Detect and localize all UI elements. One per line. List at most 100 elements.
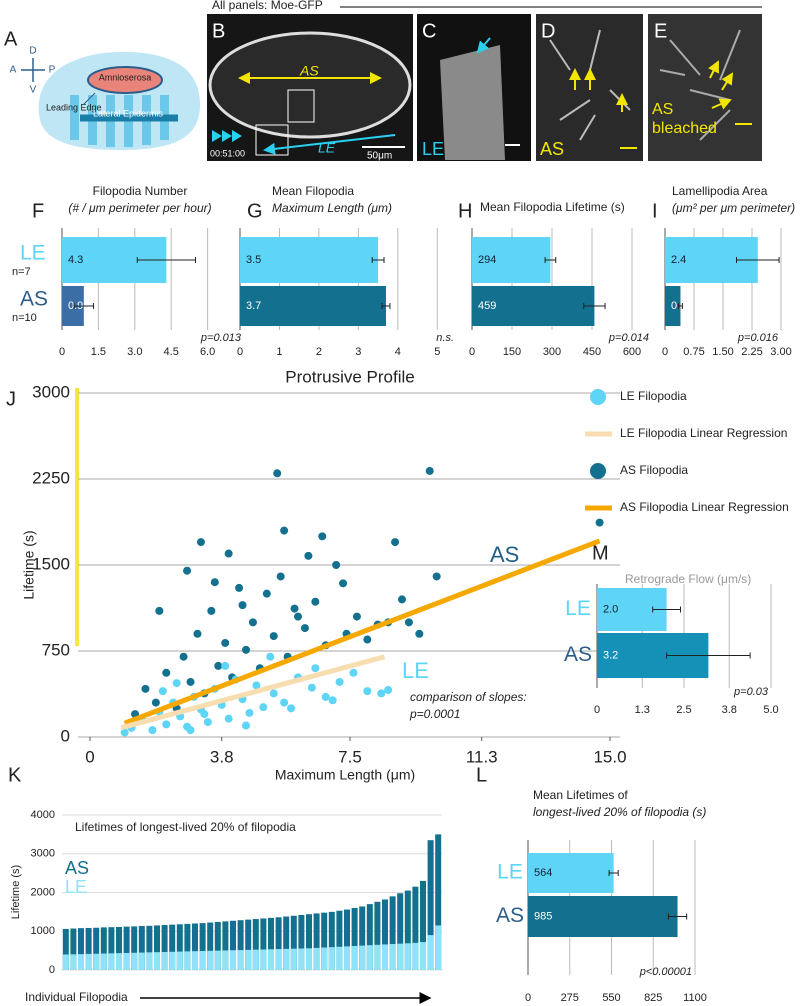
arrowheads [212,130,242,142]
diagram-label: Leading Edge [46,102,102,112]
point [207,606,216,615]
point [276,572,285,581]
bar [245,919,252,970]
legend-label: AS [65,858,89,878]
bar [78,954,84,970]
bar [176,951,183,970]
error-bar [678,303,683,309]
x-tick-label: 2.25 [741,346,762,358]
annotation: p=0.016 [737,332,779,344]
point [186,677,195,686]
inset-box [255,124,289,156]
bar [176,924,183,970]
bar [374,901,381,970]
chart-title: Mean Lifetimes of [533,788,628,802]
value-label: 564 [534,867,552,879]
bar [528,896,678,937]
bar [306,948,312,970]
legend-label: LE Filopodia [620,389,687,403]
x-tick-label: 6.0 [200,346,215,358]
point [290,604,299,613]
point [384,685,393,694]
point [252,681,261,690]
bar [290,948,297,970]
point [158,687,167,696]
bar [328,911,335,970]
point [304,551,313,560]
bar [268,949,274,970]
bar [382,944,388,970]
bar [389,896,396,970]
bar [192,923,198,970]
x-tick-label: 7.5 [338,747,362,766]
point [266,652,275,661]
bar [70,928,77,970]
x-tick-label: 2.5 [676,704,691,716]
image-label: AS [540,139,564,159]
bar [283,916,290,970]
x-tick-label: 3.8 [210,747,234,766]
point [162,668,171,677]
point [172,679,181,688]
panel-letter: M [592,542,609,564]
bar [665,286,681,326]
y-axis-label: Lifetime (s) [21,530,37,599]
panel-letter: H [458,200,472,222]
point [210,578,219,587]
regression-line [120,654,386,731]
bar [290,915,297,970]
point [262,589,271,598]
point [404,618,413,627]
point [259,703,268,712]
value-label: 985 [534,910,552,922]
timestamp: 00:51:00 [210,148,245,158]
point [307,683,316,692]
bar [382,899,388,970]
bar [199,923,206,970]
bar [374,944,381,970]
bar [321,947,328,970]
point [280,698,289,707]
point [273,469,282,478]
bar [161,951,168,970]
point [321,692,330,701]
point [235,583,244,592]
category-label: AS [564,643,592,666]
compass [21,58,45,82]
value-label: 3.7 [246,300,261,312]
legend-marker [590,389,606,405]
error-bar [652,606,682,613]
bar [260,918,267,970]
diagram-label: Amnioserosa [99,72,152,82]
chart-subtitle: (μm² per μm perimeter) [672,201,795,215]
annotation: p<0.00001 [639,966,692,978]
compass-label: V [30,85,37,96]
bar [116,953,122,970]
y-tick-label: 2000 [31,886,55,898]
bar [70,954,77,970]
bar [328,947,335,970]
arrows [708,60,734,110]
category-note: n=10 [12,312,37,324]
x-tick-label: 3 [355,346,361,358]
x-tick-label: 5 [434,346,440,358]
bar [435,834,442,970]
x-tick-label: 0 [469,346,475,358]
pointer [82,92,96,106]
panel-letter: E [654,20,667,42]
micrograph-feature [659,29,741,141]
category-label: AS [20,288,48,311]
point [300,624,309,633]
bar [237,920,244,970]
x-tick-label: 275 [561,992,579,1004]
bar [85,927,92,970]
bar [397,893,404,970]
legend-marker [590,463,606,479]
bar [108,953,115,970]
point [318,532,327,541]
bar [222,950,229,970]
x-tick-label: 4.5 [164,346,179,358]
compass-label: A [10,65,17,76]
category-label: LE [497,861,523,884]
point [377,689,386,698]
